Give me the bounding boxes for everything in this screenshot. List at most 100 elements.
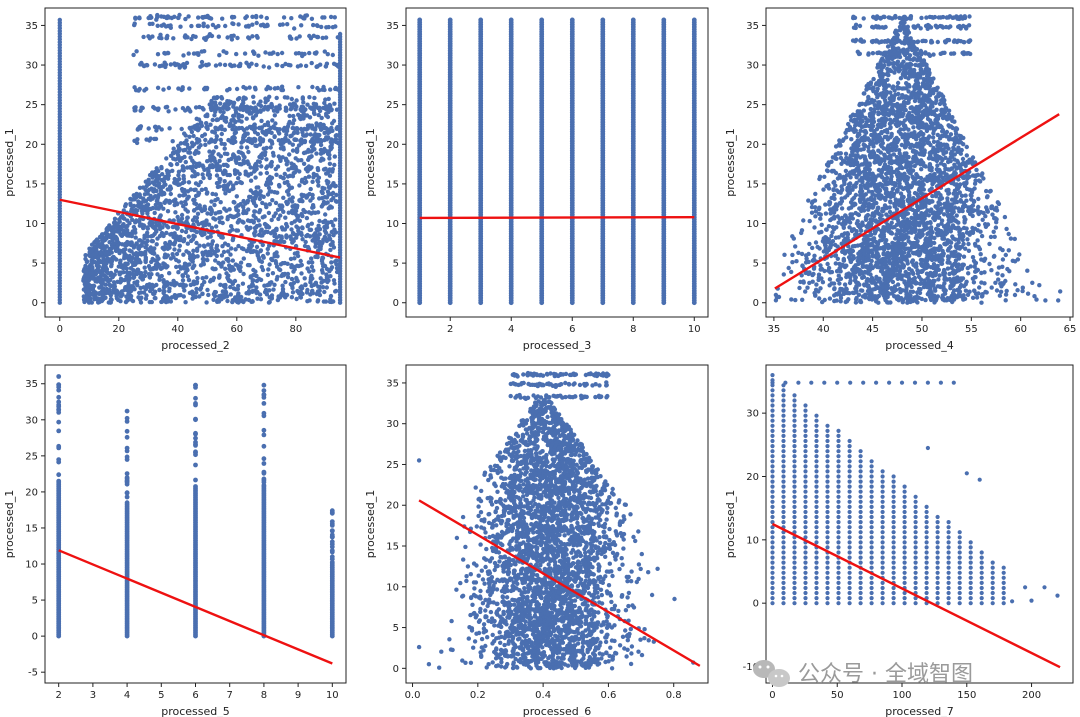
data-point — [265, 84, 271, 90]
data-point — [244, 116, 249, 121]
data-point — [219, 253, 225, 258]
data-point — [309, 165, 314, 170]
data-point — [214, 134, 219, 139]
data-point — [129, 259, 134, 264]
data-point — [320, 270, 325, 275]
data-point — [282, 125, 287, 131]
data-point — [223, 289, 228, 294]
data-point — [198, 287, 203, 292]
data-point — [159, 164, 164, 170]
data-point — [234, 86, 240, 92]
data-point — [285, 138, 291, 143]
data-point — [110, 274, 116, 279]
data-point — [167, 286, 172, 291]
data-point — [213, 258, 218, 263]
data-point — [261, 254, 266, 259]
data-point — [331, 61, 337, 66]
data-point — [195, 275, 200, 281]
scatter-panel-1: 0 20 40 60 8005101520253035processed_2proces… — [3, 7, 347, 352]
data-point — [167, 239, 173, 245]
data-point — [327, 173, 333, 178]
data-point — [104, 275, 110, 281]
data-point — [139, 271, 144, 276]
data-point — [231, 100, 237, 106]
data-point — [143, 269, 148, 275]
data-point — [295, 225, 301, 231]
data-point — [194, 240, 199, 246]
data-point — [99, 284, 104, 289]
data-point — [183, 159, 188, 165]
data-point — [176, 259, 181, 264]
data-point — [166, 109, 171, 114]
data-point — [158, 201, 163, 207]
data-point — [111, 229, 117, 234]
data-point — [208, 252, 213, 258]
data-point — [233, 139, 238, 144]
data-point — [248, 178, 254, 183]
data-point — [266, 267, 271, 272]
data-point — [241, 204, 246, 210]
data-point — [320, 35, 325, 41]
data-point — [267, 51, 272, 56]
data-point — [142, 273, 148, 279]
data-point — [308, 280, 313, 285]
data-point — [184, 249, 189, 254]
data-point — [137, 86, 142, 92]
y-tick-label: 0 — [393, 298, 399, 309]
data-point — [196, 15, 201, 20]
data-point — [295, 64, 301, 69]
data-point — [249, 299, 254, 304]
data-point — [255, 159, 261, 164]
data-point — [166, 23, 171, 29]
data-point — [321, 219, 326, 225]
data-point — [276, 127, 281, 132]
data-point — [204, 124, 209, 130]
data-point — [213, 126, 219, 132]
data-point — [232, 63, 237, 68]
data-point — [236, 300, 241, 305]
data-point — [280, 261, 285, 266]
data-point — [210, 164, 215, 170]
data-point — [324, 149, 329, 154]
data-point — [147, 299, 152, 305]
data-point — [148, 206, 153, 212]
data-point — [302, 243, 308, 249]
data-point — [213, 211, 218, 216]
data-point — [179, 228, 185, 234]
data-point — [259, 264, 264, 270]
data-point — [294, 98, 299, 103]
data-point — [103, 266, 108, 272]
data-point — [112, 290, 117, 295]
data-point — [197, 203, 202, 208]
data-point — [190, 252, 195, 258]
data-point — [111, 241, 116, 246]
data-point — [320, 255, 325, 260]
data-point — [285, 22, 290, 27]
data-point — [335, 35, 340, 40]
data-point — [105, 270, 111, 276]
data-point — [329, 145, 334, 150]
data-point — [181, 148, 186, 153]
data-point — [290, 142, 295, 147]
data-point — [447, 17, 453, 23]
data-point — [176, 182, 181, 187]
data-point — [252, 209, 257, 214]
data-point — [131, 203, 137, 209]
data-point — [284, 132, 289, 137]
data-point — [323, 212, 328, 217]
data-point — [141, 34, 146, 40]
data-point — [254, 33, 259, 39]
data-point — [183, 207, 188, 212]
data-point — [154, 282, 159, 288]
data-point — [166, 85, 172, 91]
data-point — [155, 194, 160, 200]
data-point — [83, 263, 88, 269]
data-point — [250, 281, 255, 287]
y-tick-label: 15 — [386, 179, 399, 190]
data-point — [86, 282, 91, 287]
data-point — [157, 263, 162, 268]
data-point — [236, 22, 241, 27]
data-point — [164, 156, 169, 161]
data-point — [304, 194, 310, 199]
